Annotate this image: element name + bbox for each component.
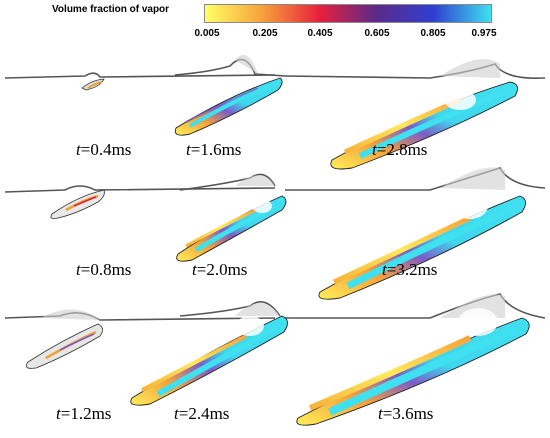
vapor-plume [40,309,100,320]
panel-4-body [50,189,105,219]
panel-label: t=2.8ms [372,140,428,159]
vapor-plume [235,175,275,186]
legend-title: Volume fraction of vapor [52,4,170,15]
vapor-plume [440,59,500,78]
colorbar [204,4,492,23]
panel-label: t=3.6ms [378,404,434,423]
panel-7-body [25,323,103,369]
panel-label: t=2.0ms [192,260,248,279]
legend-tick-4: 0.805 [420,28,446,39]
panel-8-body [130,315,288,406]
legend-tick-5: 0.975 [471,28,497,39]
panel-label: t=1.6ms [186,140,242,159]
legend-tick-0: 0.005 [194,28,220,39]
vapor-plume [235,54,258,74]
vapor-plume [235,303,280,316]
panel-1-body [81,78,105,91]
vapor-plume [440,167,505,190]
legend-tick-1: 0.205 [252,28,278,39]
panel-label: t=0.8ms [76,260,132,279]
panel-label: t=3.2ms [382,260,438,279]
panel-3-body [330,81,519,170]
panel-label: t=0.4ms [76,140,132,159]
legend-tick-3: 0.605 [364,28,390,39]
legend-tick-2: 0.405 [307,28,333,39]
panel-label: t=2.4ms [174,404,230,423]
panel-5-body [176,195,287,262]
panel-9-body [296,308,530,426]
panel-6-body [318,193,526,300]
panel-2-body [174,77,283,136]
panel-label: t=1.2ms [56,404,112,423]
